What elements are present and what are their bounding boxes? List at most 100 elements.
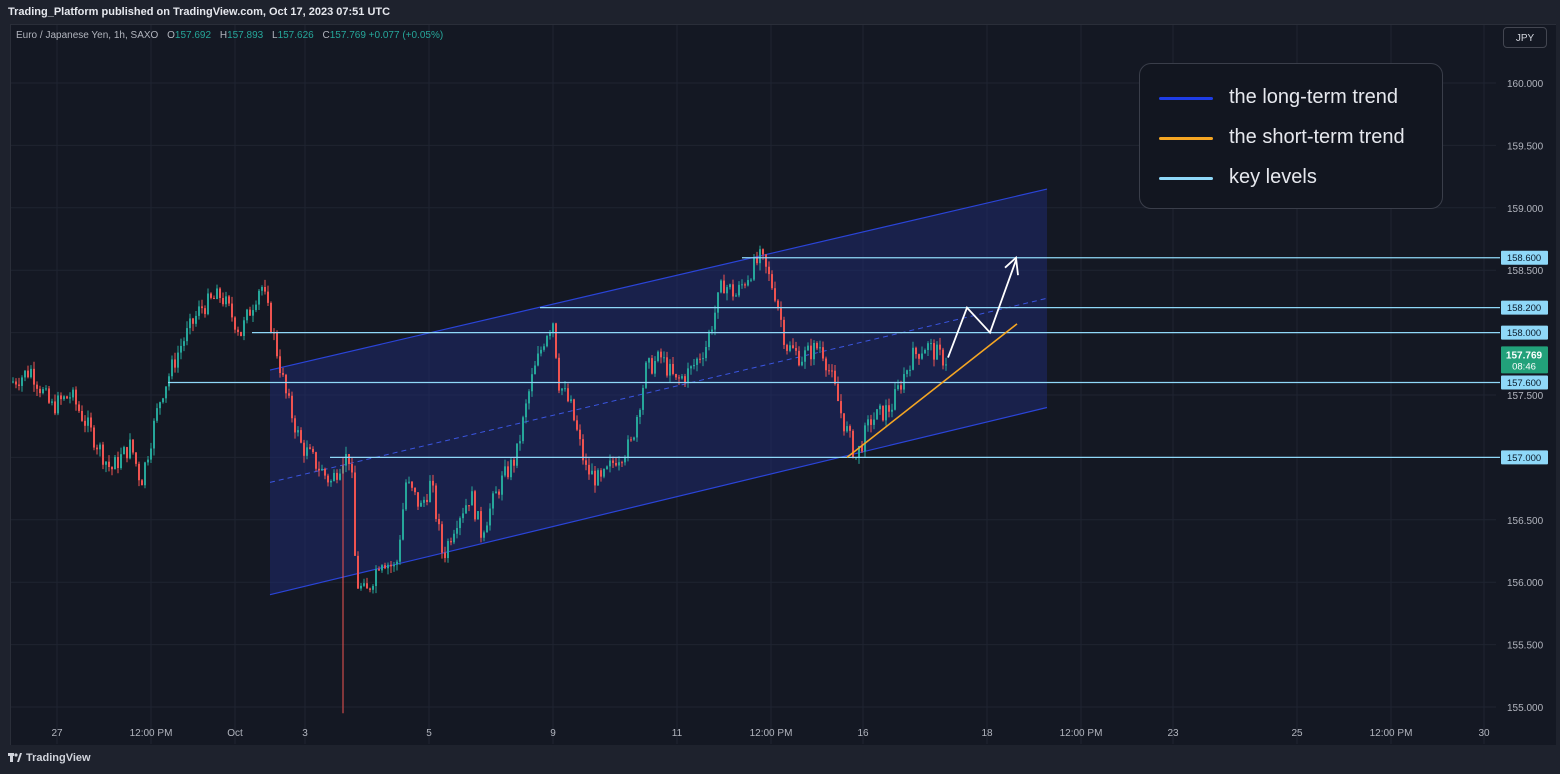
candle-body bbox=[174, 359, 176, 368]
candle-body bbox=[375, 569, 377, 587]
candle-body bbox=[171, 359, 173, 377]
candle-body bbox=[138, 463, 140, 481]
candle-body bbox=[132, 439, 134, 453]
candle-body bbox=[573, 399, 575, 421]
candle-body bbox=[279, 356, 281, 374]
legend-swatch bbox=[1159, 137, 1213, 140]
candle-body bbox=[237, 329, 239, 332]
candle-body bbox=[327, 475, 329, 483]
candle-body bbox=[36, 384, 38, 389]
candle-body bbox=[441, 524, 443, 553]
currency-button[interactable]: JPY bbox=[1503, 27, 1547, 48]
candle-body bbox=[522, 417, 524, 442]
candle-body bbox=[18, 384, 20, 386]
time-tick-label: 27 bbox=[51, 728, 63, 739]
candle-body bbox=[381, 565, 383, 571]
candle-body bbox=[657, 351, 659, 361]
candle-body bbox=[945, 364, 947, 366]
key-level-badge bbox=[1501, 250, 1548, 265]
candle-body bbox=[921, 353, 923, 359]
candle-body bbox=[519, 441, 521, 444]
candle-body bbox=[495, 491, 497, 494]
candle-body bbox=[648, 358, 650, 363]
close-value: 157.769 bbox=[329, 30, 366, 41]
candle-body bbox=[537, 353, 539, 366]
time-tick-label: 25 bbox=[1291, 728, 1303, 739]
arrowhead-icon bbox=[1004, 255, 1019, 276]
candle-body bbox=[720, 280, 722, 293]
price-tick-label: 156.000 bbox=[1507, 578, 1544, 589]
candle-body bbox=[786, 344, 788, 351]
candle-body bbox=[90, 417, 92, 428]
candle-body bbox=[510, 459, 512, 478]
key-level-label: 158.600 bbox=[1507, 253, 1541, 264]
time-tick-label: Oct bbox=[227, 728, 243, 739]
candle-body bbox=[744, 284, 746, 286]
candle-body bbox=[639, 409, 641, 418]
candle-body bbox=[141, 480, 143, 486]
candle-body bbox=[894, 389, 896, 410]
candle-body bbox=[339, 473, 341, 480]
candle-body bbox=[552, 323, 554, 333]
channel-upper-line bbox=[269, 188, 1048, 371]
candle-body bbox=[834, 370, 836, 384]
candle-body bbox=[690, 366, 692, 369]
candle-body bbox=[168, 376, 170, 387]
candle-body bbox=[267, 291, 269, 303]
candle-body bbox=[543, 346, 545, 350]
candle-body bbox=[714, 312, 716, 330]
candle-body bbox=[570, 399, 572, 402]
low-label: L bbox=[272, 30, 278, 41]
price-tick-label: 160.000 bbox=[1507, 79, 1544, 90]
candle-body bbox=[45, 388, 47, 390]
candle-body bbox=[228, 296, 230, 304]
candle-body bbox=[162, 398, 164, 403]
candle-body bbox=[372, 586, 374, 590]
candle-body bbox=[72, 389, 74, 398]
candle-body bbox=[735, 295, 737, 297]
long-term-channel bbox=[270, 189, 1047, 595]
candle-body bbox=[804, 350, 806, 362]
candle-body bbox=[810, 345, 812, 360]
candle-body bbox=[759, 249, 761, 264]
candle-body bbox=[165, 386, 167, 399]
candle-body bbox=[867, 419, 869, 426]
key-levels bbox=[168, 257, 1500, 459]
candle-body bbox=[555, 323, 557, 358]
candle-body bbox=[939, 344, 941, 350]
price-tick-label: 155.500 bbox=[1507, 641, 1544, 652]
candle-body bbox=[753, 257, 755, 280]
key-level-label: 158.000 bbox=[1507, 328, 1541, 339]
candle-body bbox=[99, 444, 101, 450]
candle-body bbox=[633, 437, 635, 440]
candle-body bbox=[240, 331, 242, 336]
legend-label: key levels bbox=[1229, 166, 1317, 188]
tradingview-logo-icon bbox=[8, 753, 22, 762]
candle-body bbox=[417, 492, 419, 507]
candle-body bbox=[852, 430, 854, 458]
candle-body bbox=[606, 466, 608, 470]
candle-body bbox=[576, 420, 578, 430]
candle-body bbox=[420, 502, 422, 507]
candle-body bbox=[624, 457, 626, 463]
candle-body bbox=[246, 309, 248, 321]
candle-body bbox=[192, 318, 194, 324]
candle-body bbox=[78, 404, 80, 411]
legend-item-key-levels: key levels bbox=[1140, 164, 1440, 192]
candle-body bbox=[225, 296, 227, 305]
candle-body bbox=[528, 391, 530, 404]
publish-info: Trading_Platform published on TradingVie… bbox=[8, 6, 391, 18]
candle-body bbox=[615, 462, 617, 466]
candle-body bbox=[15, 381, 17, 385]
low-value: 157.626 bbox=[277, 30, 314, 41]
candle-body bbox=[393, 564, 395, 567]
time-tick-label: 12:00 PM bbox=[1060, 728, 1103, 739]
candle-body bbox=[717, 292, 719, 313]
candle-body bbox=[378, 569, 380, 571]
candle-body bbox=[354, 472, 356, 556]
candle-body bbox=[582, 439, 584, 461]
close-label: C bbox=[322, 30, 330, 41]
tradingview-brand[interactable]: TradingView bbox=[8, 752, 91, 764]
candle-body bbox=[288, 393, 290, 396]
